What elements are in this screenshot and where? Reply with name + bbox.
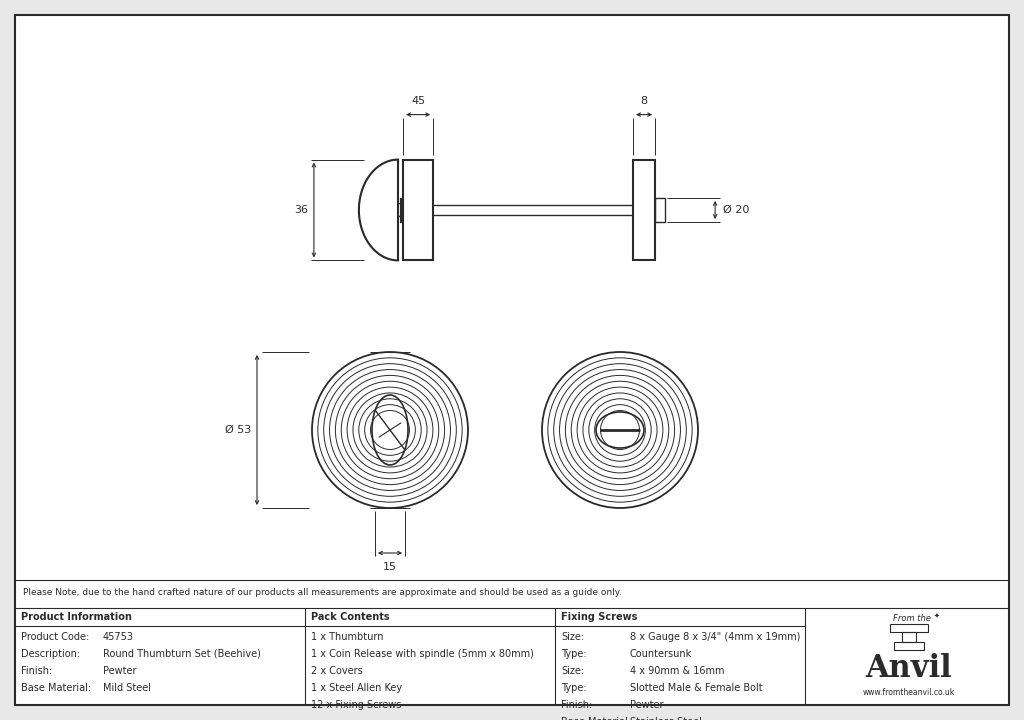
Text: 15: 15 [383, 562, 397, 572]
Bar [902, 632, 916, 642]
Text: Ø 53: Ø 53 [224, 425, 251, 435]
Text: 8: 8 [641, 96, 647, 106]
Text: Base Material:: Base Material: [561, 717, 631, 720]
Text: 1 x Steel Allen Key: 1 x Steel Allen Key [311, 683, 402, 693]
Text: 45: 45 [411, 96, 425, 106]
Text: ✦: ✦ [934, 613, 940, 619]
Text: Size:: Size: [561, 666, 584, 676]
Text: Finish:: Finish: [561, 700, 592, 710]
Text: Ø 20: Ø 20 [723, 205, 750, 215]
Text: Type:: Type: [561, 649, 587, 659]
Text: Fixing Screws: Fixing Screws [561, 612, 637, 622]
Text: 1 x Coin Release with spindle (5mm x 80mm): 1 x Coin Release with spindle (5mm x 80m… [311, 649, 534, 659]
Bar [403, 160, 433, 261]
Text: www.fromtheanvil.co.uk: www.fromtheanvil.co.uk [863, 688, 955, 697]
Text: Base Material:: Base Material: [22, 683, 91, 693]
Text: Size:: Size: [561, 632, 584, 642]
Text: 45753: 45753 [103, 632, 134, 642]
Bar [894, 642, 924, 650]
Text: Description:: Description: [22, 649, 80, 659]
Text: 12 x Fixing Screws: 12 x Fixing Screws [311, 700, 401, 710]
Text: Round Thumbturn Set (Beehive): Round Thumbturn Set (Beehive) [103, 649, 261, 659]
Text: Anvil: Anvil [865, 653, 952, 684]
Text: Countersunk: Countersunk [630, 649, 692, 659]
Text: Stainless Steel: Stainless Steel [630, 717, 701, 720]
Text: 4 x 90mm & 16mm: 4 x 90mm & 16mm [630, 666, 725, 676]
Text: 1 x Thumbturn: 1 x Thumbturn [311, 632, 384, 642]
Text: Pewter: Pewter [103, 666, 136, 676]
Text: Pewter: Pewter [630, 700, 664, 710]
Text: Please Note, due to the hand crafted nature of our products all measurements are: Please Note, due to the hand crafted nat… [23, 588, 622, 597]
Text: Finish:: Finish: [22, 666, 52, 676]
Text: Slotted Male & Female Bolt: Slotted Male & Female Bolt [630, 683, 763, 693]
Bar [633, 160, 655, 261]
Text: Pack Contents: Pack Contents [311, 612, 389, 622]
Bar [890, 624, 928, 632]
Text: 2 x Covers: 2 x Covers [311, 666, 362, 676]
Text: From the: From the [893, 614, 931, 623]
Text: 8 x Gauge 8 x 3/4" (4mm x 19mm): 8 x Gauge 8 x 3/4" (4mm x 19mm) [630, 632, 801, 642]
Text: Mild Steel: Mild Steel [103, 683, 151, 693]
Text: Product Code:: Product Code: [22, 632, 89, 642]
Text: 36: 36 [294, 205, 308, 215]
Text: Type:: Type: [561, 683, 587, 693]
Text: Product Information: Product Information [22, 612, 132, 622]
Bar [655, 198, 666, 222]
